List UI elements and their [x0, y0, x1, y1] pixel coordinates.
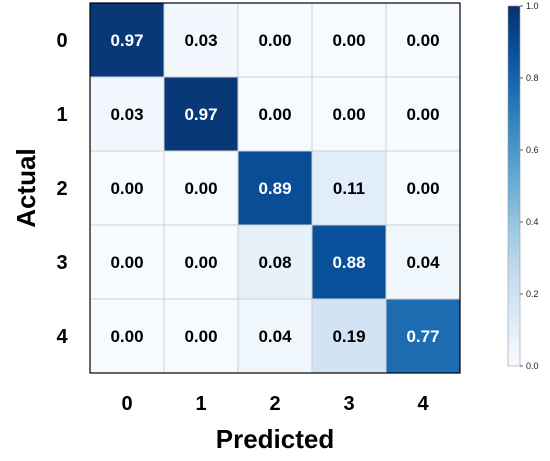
cell-value-label: 0.19 [332, 327, 365, 346]
cell-value-label: 0.04 [406, 253, 440, 272]
heatmap-cell [385, 224, 461, 300]
heatmap-cell [163, 298, 239, 374]
y-tick-label: 0 [56, 30, 67, 52]
cell-value-label: 0.97 [184, 105, 217, 124]
colorbar-tick-label: 0.0 [526, 361, 539, 371]
cell-value-label: 0.00 [184, 179, 217, 198]
cell-value-label: 0.03 [110, 105, 143, 124]
cell-value-label: 0.00 [332, 31, 365, 50]
colorbar-tick-label: 0.6 [526, 145, 539, 155]
y-tick-label: 1 [56, 104, 67, 126]
cell-value-label: 0.04 [258, 327, 292, 346]
heatmap-cell [163, 150, 239, 226]
y-tick-labels: 0 1 2 3 4 [56, 30, 68, 348]
x-tick-label: 1 [195, 393, 206, 415]
cell-value-label: 0.00 [184, 253, 217, 272]
cell-value-label: 0.00 [406, 105, 439, 124]
cell-value-label: 0.89 [258, 179, 291, 198]
heatmap-cell [89, 2, 165, 78]
cell-value-label: 0.00 [184, 327, 217, 346]
heatmap-cell [385, 76, 461, 152]
y-tick-label: 4 [56, 326, 68, 348]
heatmap-cell [163, 224, 239, 300]
heatmap-cells: 0.97 0.03 0.00 0.00 0.00 0.03 0.97 0.00 0.00 0.00… [89, 2, 461, 374]
x-tick-label: 4 [417, 393, 429, 415]
cell-value-label: 0.11 [333, 179, 365, 198]
heatmap-frame [89, 2, 461, 374]
y-axis-title: Actual [11, 148, 41, 227]
cell-value-label: 0.97 [110, 31, 143, 50]
heatmap-cell [163, 2, 239, 78]
x-tick-label: 3 [343, 393, 354, 415]
heatmap-cell [237, 224, 313, 300]
heatmap-cell [311, 2, 387, 78]
colorbar-tick-label: 0.4 [526, 217, 539, 227]
colorbar-tick-label: 1.0 [526, 1, 539, 11]
cell-value-label: 0.03 [184, 31, 217, 50]
heatmap-cell [237, 150, 313, 226]
heatmap-cell [237, 298, 313, 374]
colorbar-tick-label: 0.8 [526, 73, 539, 83]
cell-value-label: 0.00 [406, 179, 439, 198]
cell-value-label: 0.00 [110, 179, 143, 198]
x-tick-label: 2 [269, 393, 280, 415]
heatmap-cell [89, 76, 165, 152]
cell-value-label: 0.88 [332, 253, 365, 272]
x-axis-title: Predicted [216, 424, 335, 454]
cell-value-label: 0.00 [110, 253, 143, 272]
cell-value-label: 0.00 [258, 31, 291, 50]
heatmap-cell [311, 150, 387, 226]
y-tick-label: 2 [56, 178, 67, 200]
cell-value-label: 0.77 [406, 327, 439, 346]
x-tick-label: 0 [121, 393, 132, 415]
cell-value-label: 0.00 [110, 327, 143, 346]
cell-value-label: 0.00 [332, 105, 365, 124]
heatmap-cell [237, 76, 313, 152]
cell-value-label: 0.00 [258, 105, 291, 124]
colorbar-ticks: 0.0 0.2 0.4 0.6 0.8 1.0 [520, 1, 539, 371]
y-tick-label: 3 [56, 252, 67, 274]
heatmap-cell [385, 298, 461, 374]
heatmap-cell [89, 298, 165, 374]
cell-value-label: 0.08 [258, 253, 291, 272]
colorbar-tick-label: 0.2 [526, 289, 539, 299]
heatmap-cell [311, 224, 387, 300]
heatmap-cell [385, 2, 461, 78]
colorbar [507, 5, 521, 367]
cell-value-label: 0.00 [406, 31, 439, 50]
x-tick-labels: 0 1 2 3 4 [121, 393, 429, 415]
